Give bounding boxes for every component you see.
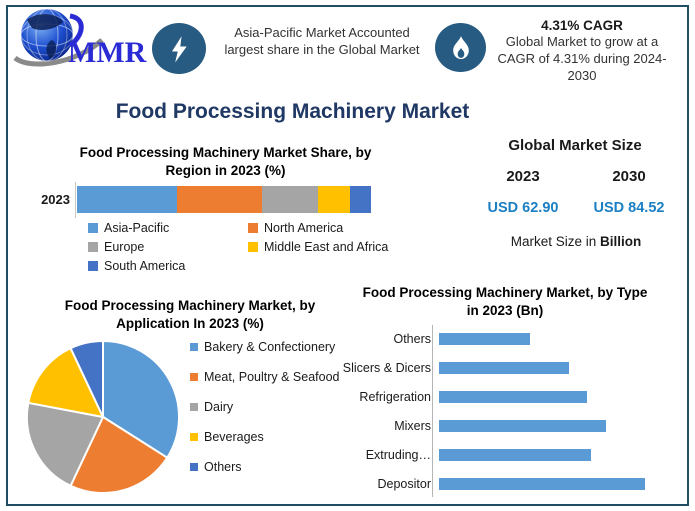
legend-label: Middle East and Africa <box>264 240 389 254</box>
mmr-logo: MMR <box>10 6 148 70</box>
region-bar-segment <box>318 186 351 213</box>
legend-swatch-icon <box>88 242 98 252</box>
application-chart-title: Food Processing Machinery Market, by App… <box>64 298 316 331</box>
lightning-badge <box>152 23 206 74</box>
legend-swatch-icon <box>190 403 198 411</box>
type-category-label: Slicers & Dicers <box>342 360 431 375</box>
pie-legend-item: Others <box>190 460 340 474</box>
legend-swatch-icon <box>190 343 198 351</box>
region-legend-item: Europe <box>88 240 248 254</box>
legend-swatch-icon <box>190 433 198 441</box>
legend-swatch-icon <box>190 463 198 471</box>
pie-legend-item: Beverages <box>190 430 340 444</box>
legend-swatch-icon <box>190 373 198 381</box>
legend-label: North America <box>264 221 344 235</box>
legend-label: Beverages <box>204 430 264 444</box>
type-chart-row: Slicers & Dicers <box>337 353 682 382</box>
flame-badge <box>435 23 486 72</box>
type-bar <box>439 390 587 403</box>
pie-slice <box>27 346 105 419</box>
region-chart-title: Food Processing Machinery Market Share, … <box>79 145 372 178</box>
header-highlight-1: Asia-Pacific Market Accounted largest sh… <box>224 25 420 58</box>
pie-legend-item: Dairy <box>190 400 340 414</box>
region-legend-item: Asia-Pacific <box>88 221 248 235</box>
outer-border <box>6 5 689 506</box>
legend-swatch-icon <box>88 223 98 233</box>
type-chart-row: Extruding… <box>337 440 682 469</box>
flame-icon <box>452 35 469 59</box>
region-axis-line <box>75 182 76 218</box>
type-category-label: Others <box>393 331 431 346</box>
pie-legend-item: Bakery & Confectionery <box>190 340 340 354</box>
type-chart-row: Others <box>337 324 682 353</box>
region-bar-segment <box>176 186 263 213</box>
type-chart-title: Food Processing Machinery Market, by Typ… <box>362 285 648 318</box>
pie-slice <box>69 339 104 418</box>
type-chart-row: Mixers <box>337 411 682 440</box>
logo-text: MMR <box>68 36 147 69</box>
type-chart-row: Refrigeration <box>337 382 682 411</box>
legend-swatch-icon <box>248 223 258 233</box>
region-bar-segment <box>350 186 371 213</box>
value-2030: USD 84.52 <box>593 200 665 216</box>
year-2023: 2023 <box>506 168 540 185</box>
header-highlight-2: 4.31% CAGR Global Market to grow at a CA… <box>492 18 672 84</box>
lightning-icon <box>171 35 187 62</box>
note-unit: Billion <box>600 234 642 249</box>
cagr-title: 4.31% CAGR <box>541 18 623 33</box>
legend-label: Bakery & Confectionery <box>204 340 336 354</box>
legend-label: Others <box>204 460 242 474</box>
legend-swatch-icon <box>248 242 258 252</box>
type-bar <box>439 419 606 432</box>
application-pie <box>25 339 181 495</box>
market-size-values: USD 62.90 USD 84.52 <box>470 200 682 216</box>
type-category-label: Extruding… <box>365 447 431 462</box>
legend-label: South America <box>104 259 186 273</box>
region-legend-item: South America <box>88 259 248 273</box>
market-size-years: 2023 2030 <box>470 168 682 185</box>
application-legend: Bakery & Confectionery Meat, Poultry & Se… <box>190 340 340 474</box>
region-bar-segment <box>77 186 177 213</box>
value-2023: USD 62.90 <box>487 200 559 216</box>
pie-legend-item: Meat, Poultry & Seafood <box>190 370 340 384</box>
region-stacked-bar <box>77 186 371 213</box>
cagr-text: Global Market to grow at a CAGR of 4.31%… <box>497 34 667 84</box>
type-chart-row: Depositor <box>337 469 682 498</box>
legend-label: Dairy <box>204 400 234 414</box>
legend-label: Europe <box>104 240 145 254</box>
region-legend: Asia-Pacific North America Europe Middle Ea… <box>88 221 388 273</box>
globe-logo-icon: MMR <box>13 8 147 69</box>
type-category-label: Depositor <box>377 476 432 491</box>
type-category-label: Refrigeration <box>359 389 431 404</box>
market-size-title: Global Market Size <box>508 137 642 154</box>
type-chart-rows: Others Slicers & Dicers Refrigeration Mixer… <box>337 324 682 498</box>
type-bar <box>439 361 569 374</box>
pie-slice <box>25 401 105 488</box>
region-legend-item: Middle East and Africa <box>248 240 388 254</box>
type-category-label: Mixers <box>394 418 431 433</box>
legend-label: Asia-Pacific <box>104 221 170 235</box>
type-bar <box>439 448 591 461</box>
region-year-label: 2023 <box>41 192 70 207</box>
year-2030: 2030 <box>612 168 646 185</box>
legend-label: Meat, Poultry & Seafood <box>204 370 340 384</box>
region-bar-segment <box>262 186 319 213</box>
type-axis-line <box>432 325 433 497</box>
region-legend-item: North America <box>248 221 388 235</box>
type-bar <box>439 477 645 490</box>
note-prefix: Market Size in <box>510 234 601 249</box>
type-bar <box>439 332 530 345</box>
legend-swatch-icon <box>88 261 98 271</box>
market-size-note: Market Size in Billion <box>470 234 682 249</box>
page-title: Food Processing Machinery Market <box>115 100 470 123</box>
